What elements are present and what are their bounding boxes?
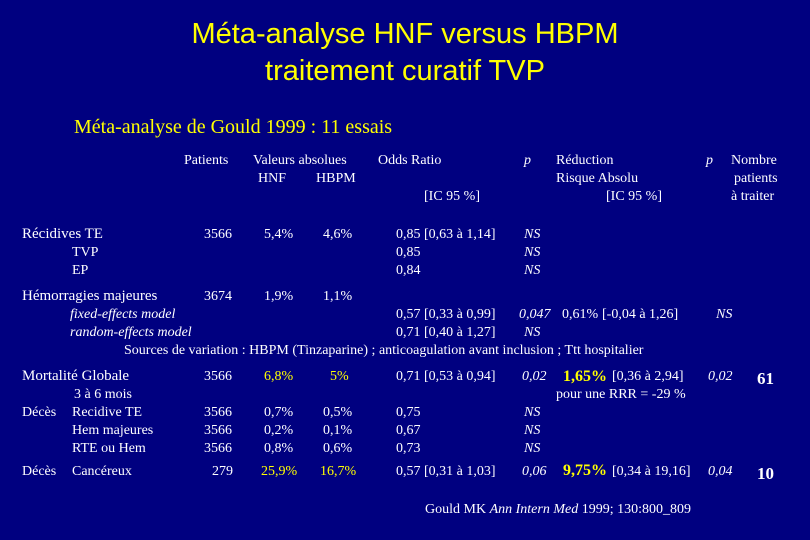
reference-journal: Ann Intern Med xyxy=(489,502,579,517)
deces-row-p: NS xyxy=(524,423,541,438)
fixed-model-label: fixed-effects model xyxy=(70,307,176,322)
fixed-ic: [0,33 à 0,99] xyxy=(424,307,496,322)
header-hbpm: HBPM xyxy=(316,171,356,186)
tvp-p: NS xyxy=(524,245,541,260)
deces-row-p: NS xyxy=(524,441,541,456)
deces-row-label: Recidive TE xyxy=(72,405,143,420)
reference-details: 1999; 130:800_809 xyxy=(581,502,691,517)
deces-row-or: 0,75 xyxy=(396,405,421,420)
cancereux-label: Cancéreux xyxy=(72,464,132,479)
deces-row-hnf: 0,8% xyxy=(264,441,294,456)
cancereux-prefix: Décès xyxy=(22,464,57,479)
tvp-label: TVP xyxy=(72,245,99,260)
cancereux-p: 0,06 xyxy=(522,464,547,479)
deces-row-p: NS xyxy=(524,405,541,420)
mortalite-rrr: pour une RRR = -29 % xyxy=(556,387,686,402)
deces-row-or: 0,73 xyxy=(396,441,421,456)
deces-row-hnf: 0,7% xyxy=(264,405,294,420)
recidives-hnf: 5,4% xyxy=(264,227,294,242)
cancereux-hbpm: 16,7% xyxy=(320,464,357,479)
reference-authors: Gould MK xyxy=(425,502,487,517)
mortalite-hbpm: 5% xyxy=(330,369,349,384)
header-p: p xyxy=(524,153,531,168)
recidives-patients: 3566 xyxy=(204,227,232,242)
header-ic95-2: [IC 95 %] xyxy=(606,189,662,204)
cancereux-rra: 9,75% xyxy=(563,462,607,479)
header-p2: p xyxy=(706,153,713,168)
fixed-or: 0,57 xyxy=(396,307,421,322)
mortalite-or: 0,71 xyxy=(396,369,421,384)
deces-row-patients: 3566 xyxy=(204,423,232,438)
deces-row-label: Hem majeures xyxy=(72,423,154,438)
header-patients2: patients xyxy=(734,171,778,186)
ep-or: 0,84 xyxy=(396,263,421,278)
deces-row-label: RTE ou Hem xyxy=(72,441,146,456)
tvp-or: 0,85 xyxy=(396,245,421,260)
cancereux-rra-ic: [0,34 à 19,16] xyxy=(612,464,691,479)
cancereux-patients: 279 xyxy=(212,464,233,479)
deces-row-patients: 3566 xyxy=(204,441,232,456)
ep-label: EP xyxy=(72,263,89,278)
header-nombre: Nombre xyxy=(731,153,777,168)
header-hnf: HNF xyxy=(258,171,287,186)
mortalite-ic: [0,53 à 0,94] xyxy=(424,369,496,384)
recidives-p: NS xyxy=(524,227,541,242)
header-valeurs: Valeurs absolues xyxy=(253,153,347,168)
recidives-label: Récidives TE xyxy=(22,226,103,242)
recidives-ic: [0,63 à 1,14] xyxy=(424,227,496,242)
recidives-or: 0,85 xyxy=(396,227,421,242)
mortalite-patients: 3566 xyxy=(204,369,232,384)
mortalite-p: 0,02 xyxy=(522,369,547,384)
random-ic: [0,40 à 1,27] xyxy=(424,325,496,340)
page-title-line2: traitement curatif TVP xyxy=(265,55,545,87)
ep-p: NS xyxy=(524,263,541,278)
mortalite-rra: 1,65% xyxy=(563,368,607,385)
deces-row-patients: 3566 xyxy=(204,405,232,420)
fixed-p: 0,047 xyxy=(519,307,551,322)
cancereux-or: 0,57 xyxy=(396,464,421,479)
random-p: NS xyxy=(524,325,541,340)
subtitle: Méta-analyse de Gould 1999 : 11 essais xyxy=(74,116,393,138)
deces-row-or: 0,67 xyxy=(396,423,421,438)
cancereux-nnt: 10 xyxy=(757,464,774,483)
cancereux-p2: 0,04 xyxy=(708,464,733,479)
fixed-rra-ic: [-0,04 à 1,26] xyxy=(602,307,679,322)
mortalite-label: Mortalité Globale xyxy=(22,368,130,384)
mortalite-rra-ic: [0,36 à 2,94] xyxy=(612,369,684,384)
deces-row-hbpm: 0,6% xyxy=(323,441,353,456)
reference: Gould MK Ann Intern Med 1999; 130:800_80… xyxy=(425,502,691,518)
deces-label: Décès xyxy=(22,405,57,420)
random-model-label: random-effects model xyxy=(70,325,192,340)
deces-row-hnf: 0,2% xyxy=(264,423,294,438)
recidives-hbpm: 4,6% xyxy=(323,227,353,242)
header-patients: Patients xyxy=(184,153,229,168)
header-risque-absolu: Risque Absolu xyxy=(556,171,639,186)
header-ic95: [IC 95 %] xyxy=(424,189,480,204)
cancereux-hnf: 25,9% xyxy=(261,464,298,479)
mortalite-sub: 3 à 6 mois xyxy=(74,387,132,402)
hemorragies-patients: 3674 xyxy=(204,289,232,304)
deces-row-hbpm: 0,1% xyxy=(323,423,353,438)
header-reduction: Réduction xyxy=(556,153,614,168)
deces-row-hbpm: 0,5% xyxy=(323,405,353,420)
hemorragies-hbpm: 1,1% xyxy=(323,289,353,304)
mortalite-hnf: 6,8% xyxy=(264,369,294,384)
header-a-traiter: à traiter xyxy=(731,189,775,204)
random-or: 0,71 xyxy=(396,325,421,340)
page-title-line1: Méta-analyse HNF versus HBPM xyxy=(191,18,619,50)
fixed-p2: NS xyxy=(716,307,733,322)
mortalite-p2: 0,02 xyxy=(708,369,733,384)
hemorragies-label: Hémorragies majeures xyxy=(22,288,158,304)
sources-variation: Sources de variation : HBPM (Tinzaparine… xyxy=(124,343,644,358)
cancereux-ic: [0,31 à 1,03] xyxy=(424,464,496,479)
fixed-rra: 0,61% xyxy=(562,307,599,322)
mortalite-nnt: 61 xyxy=(757,369,774,388)
header-odds-ratio: Odds Ratio xyxy=(378,153,442,168)
hemorragies-hnf: 1,9% xyxy=(264,289,294,304)
